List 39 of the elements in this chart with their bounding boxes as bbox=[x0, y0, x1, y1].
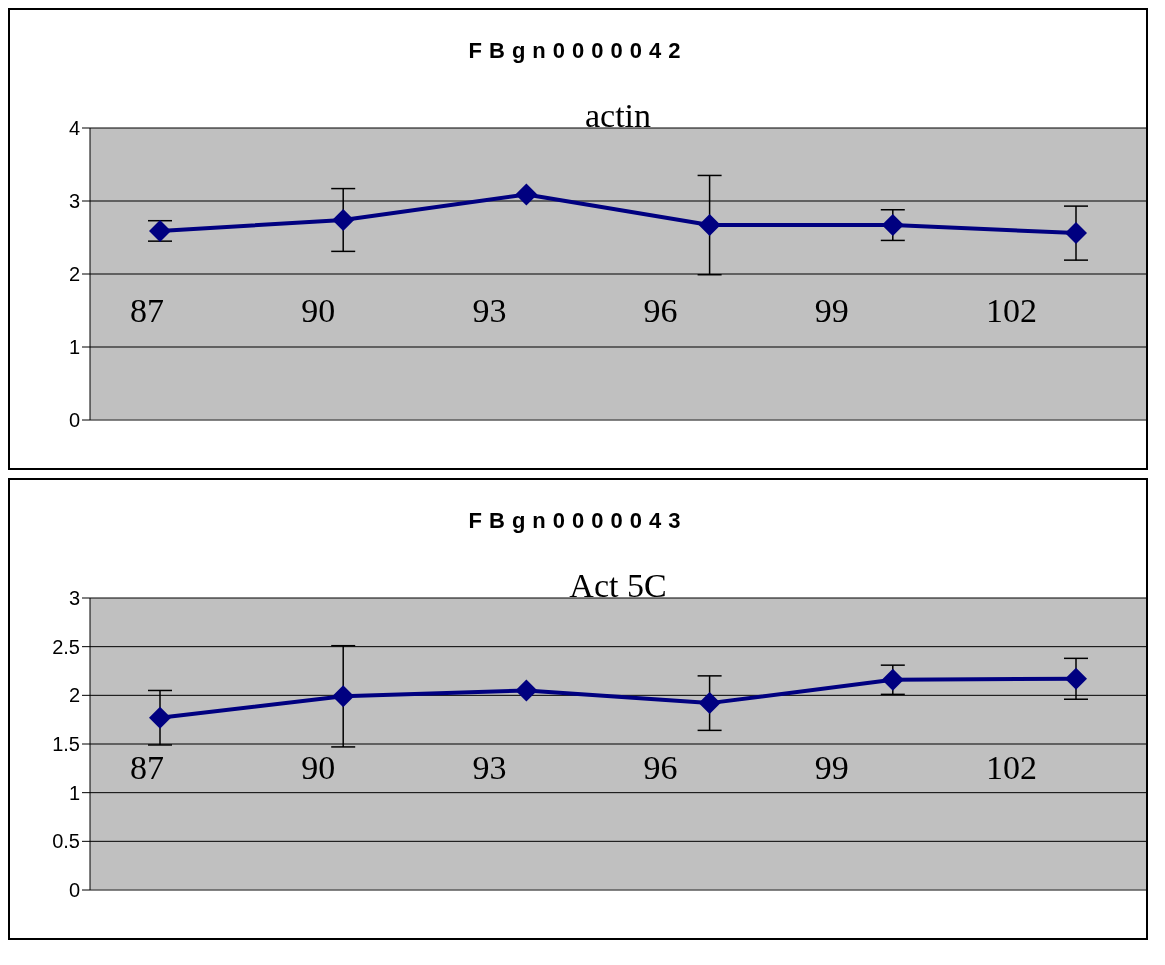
point bbox=[332, 685, 355, 708]
annotation: 102 bbox=[986, 749, 1037, 787]
chart-title: FBgn0000043 bbox=[467, 508, 689, 534]
point bbox=[1065, 667, 1087, 690]
chart-subtitle: actin bbox=[583, 97, 653, 134]
y-tick-label: 2.5 bbox=[52, 635, 80, 658]
annotation: 90 bbox=[301, 291, 336, 329]
annotation: 87 bbox=[130, 749, 164, 787]
annotation: 93 bbox=[472, 749, 507, 787]
point bbox=[1065, 222, 1087, 245]
point bbox=[698, 692, 721, 715]
annotation: 96 bbox=[643, 291, 678, 329]
annotation: 93 bbox=[472, 291, 507, 329]
annotation: 99 bbox=[814, 291, 849, 329]
y-tick-label: 0 bbox=[68, 409, 80, 432]
y-tick-label: 2 bbox=[68, 263, 80, 286]
annotation: 87 bbox=[130, 291, 164, 329]
point bbox=[881, 668, 904, 691]
y-tick-label: 4 bbox=[68, 117, 80, 140]
y-tick-label: 1.5 bbox=[52, 733, 80, 756]
chart-title: FBgn0000042 bbox=[467, 38, 689, 64]
y-tick-label: 3 bbox=[68, 587, 80, 610]
point bbox=[515, 679, 538, 702]
y-tick-label: 3 bbox=[68, 190, 80, 213]
y-tick-label: 0 bbox=[68, 879, 80, 902]
y-tick-label: 0.5 bbox=[52, 830, 80, 853]
y-tick-label: 2 bbox=[68, 684, 80, 707]
annotation: 90 bbox=[301, 749, 336, 787]
y-tick-label: 1 bbox=[68, 336, 80, 359]
annotation: 96 bbox=[643, 749, 678, 787]
y-tick-label: 1 bbox=[68, 781, 80, 804]
point bbox=[149, 706, 171, 729]
point bbox=[515, 183, 538, 206]
annotation: 99 bbox=[814, 749, 849, 787]
point bbox=[881, 214, 904, 237]
point bbox=[332, 208, 355, 231]
chart-subtitle: Act 5C bbox=[568, 567, 668, 604]
point bbox=[698, 214, 721, 237]
annotation: 102 bbox=[986, 291, 1037, 329]
